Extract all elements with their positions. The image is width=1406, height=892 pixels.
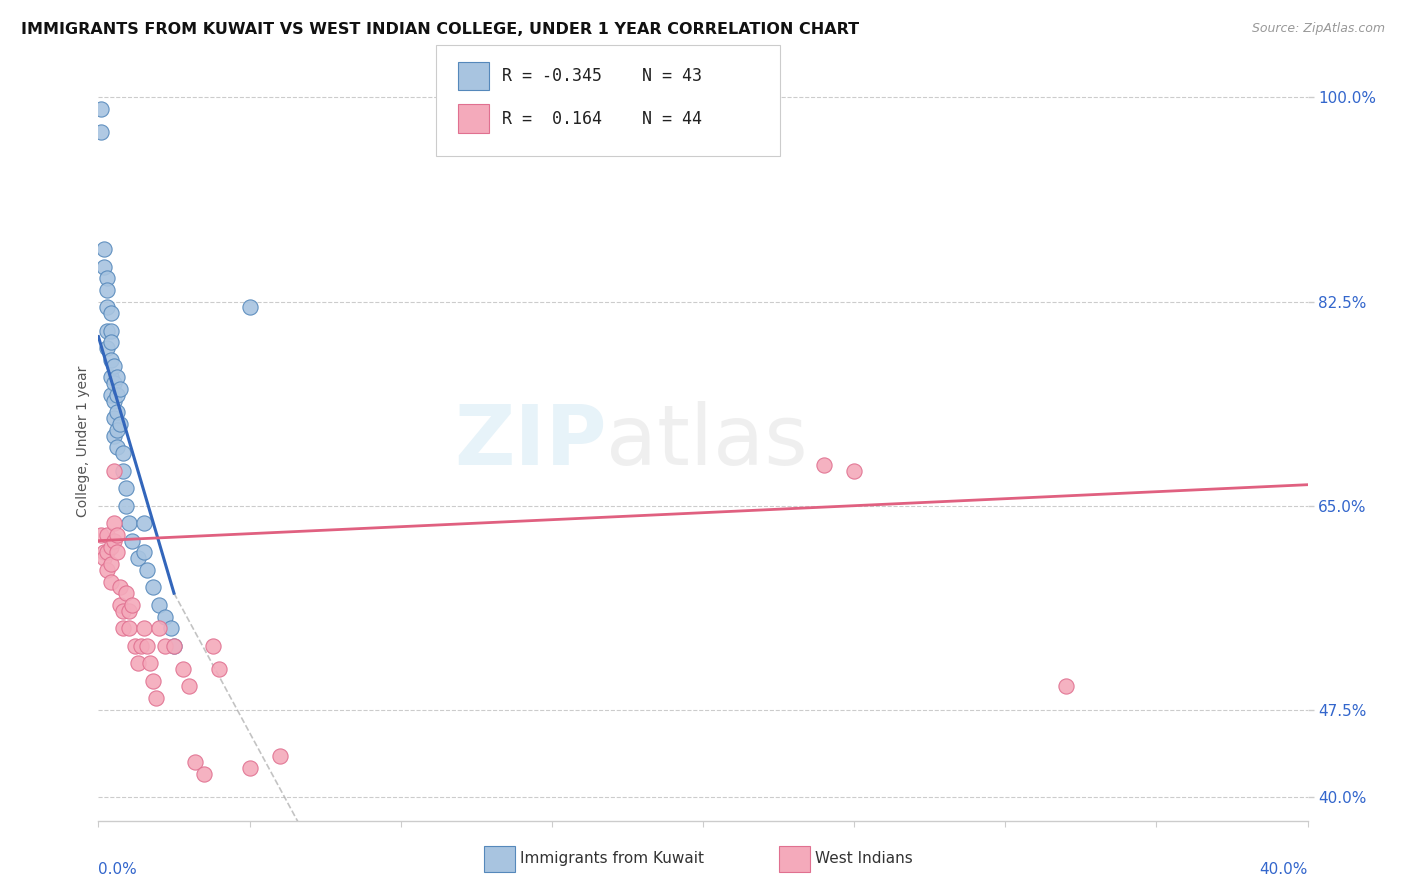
Point [105,545,128,559]
Point [93,260,115,274]
Point [103,376,125,391]
Text: West Indians: West Indians [815,851,914,865]
Point [96,324,118,338]
Point [100,540,122,554]
Point [96,271,118,285]
Point [96,341,118,355]
Point [118,621,141,635]
Point [239,761,262,775]
Point [184,756,207,770]
Point [100,574,122,589]
Point [108,580,131,594]
Point [127,551,149,566]
Point [103,393,125,408]
Point [163,639,186,653]
Point [139,656,162,670]
Point [111,464,134,478]
Point [129,639,152,653]
Point [142,673,165,688]
Text: ZIP: ZIP [454,401,606,482]
Point [132,621,155,635]
Point [90,528,112,542]
Point [118,604,141,618]
Point [96,301,118,315]
Point [96,283,118,297]
Point [844,464,866,478]
Point [127,656,149,670]
Point [105,441,128,455]
Point [105,405,128,419]
Point [103,428,125,442]
Point [153,609,176,624]
Point [103,359,125,373]
Text: IMMIGRANTS FROM KUWAIT VS WEST INDIAN COLLEGE, UNDER 1 YEAR CORRELATION CHART: IMMIGRANTS FROM KUWAIT VS WEST INDIAN CO… [21,22,859,37]
Point [93,242,115,256]
Point [100,557,122,571]
Point [132,516,155,531]
Point [172,662,194,676]
Point [163,639,186,653]
Text: Source: ZipAtlas.com: Source: ZipAtlas.com [1251,22,1385,36]
Point [105,423,128,437]
Text: Immigrants from Kuwait: Immigrants from Kuwait [520,851,704,865]
Point [93,551,115,566]
Point [108,417,131,431]
Point [1054,680,1077,694]
Text: atlas: atlas [606,401,808,482]
Point [148,621,170,635]
Text: R =  0.164    N = 44: R = 0.164 N = 44 [502,110,702,128]
Point [105,370,128,384]
Point [132,545,155,559]
Point [100,370,122,384]
Point [108,382,131,396]
Point [269,749,291,764]
Text: 0.0%: 0.0% [98,863,138,878]
Point [96,545,118,559]
Point [114,586,136,600]
Point [100,388,122,402]
Point [111,604,134,618]
Point [103,464,125,478]
Text: R = -0.345    N = 43: R = -0.345 N = 43 [502,67,702,85]
Point [111,621,134,635]
Point [103,533,125,548]
Point [114,499,136,513]
Point [121,533,143,548]
Point [813,458,835,472]
Point [111,446,134,460]
Point [100,324,122,338]
Point [135,563,157,577]
Point [135,639,157,653]
Point [93,545,115,559]
Point [179,680,201,694]
Point [239,301,262,315]
Point [121,598,143,612]
Point [145,691,167,706]
Y-axis label: College, Under 1 year: College, Under 1 year [76,366,90,517]
Point [103,411,125,425]
Point [114,481,136,495]
Point [193,767,215,781]
Point [118,516,141,531]
Point [208,662,231,676]
Point [105,388,128,402]
Point [105,528,128,542]
Point [96,528,118,542]
Point [100,306,122,320]
Point [96,563,118,577]
Point [100,335,122,350]
Point [148,598,170,612]
Point [90,102,112,116]
Point [160,621,183,635]
Point [142,580,165,594]
Point [103,516,125,531]
Point [124,639,146,653]
Point [90,125,112,139]
Point [202,639,225,653]
Point [100,352,122,367]
Point [108,598,131,612]
Text: 40.0%: 40.0% [1260,863,1308,878]
Point [153,639,176,653]
